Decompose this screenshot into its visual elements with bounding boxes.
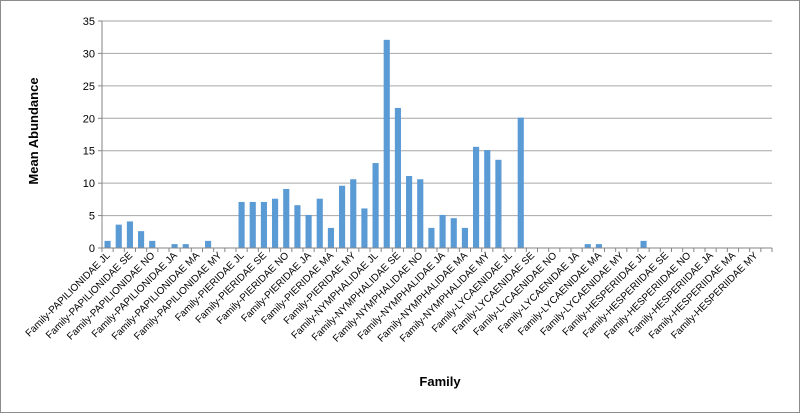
bars xyxy=(104,39,647,249)
bar xyxy=(149,240,156,248)
y-tick-label: 20 xyxy=(83,113,95,125)
axes xyxy=(101,21,773,252)
bar xyxy=(260,201,267,248)
bar xyxy=(495,159,502,248)
y-tick-label: 15 xyxy=(83,146,95,158)
y-tick-label: 35 xyxy=(83,16,95,28)
y-tick-label: 0 xyxy=(89,243,95,255)
bar xyxy=(327,227,334,248)
bar xyxy=(182,244,189,248)
bar xyxy=(428,227,435,248)
bar xyxy=(305,214,312,248)
bar xyxy=(361,208,368,248)
bar xyxy=(171,244,178,248)
bar xyxy=(238,201,245,248)
x-tick-labels: Family-PAPILIONIDAE JLFamily-PAPILIONIDA… xyxy=(24,250,761,345)
y-tick-label: 25 xyxy=(83,81,95,93)
bar xyxy=(417,179,424,248)
bar xyxy=(138,231,145,248)
bar xyxy=(126,221,133,248)
bar xyxy=(450,218,457,248)
bar xyxy=(394,107,401,248)
gridlines xyxy=(98,20,772,249)
bar xyxy=(473,146,480,248)
bar xyxy=(484,150,491,248)
bar xyxy=(640,240,647,248)
y-tick-label: 5 xyxy=(89,211,95,223)
bar xyxy=(406,176,413,248)
y-tick-labels: 0 5 10 15 20 25 30 35 xyxy=(83,16,95,255)
bar xyxy=(372,163,379,248)
bar xyxy=(439,214,446,248)
bar xyxy=(584,244,591,248)
y-tick-label: 10 xyxy=(83,178,95,190)
bar xyxy=(339,185,346,248)
y-tick-label: 30 xyxy=(83,48,95,60)
bar xyxy=(517,117,524,248)
bar xyxy=(205,240,212,248)
bar xyxy=(272,198,279,248)
bar xyxy=(316,198,323,248)
bar xyxy=(294,205,301,248)
bar xyxy=(350,179,357,248)
bar xyxy=(283,188,290,248)
x-axis-title: Family xyxy=(419,374,461,389)
y-axis-title: Mean Abundance xyxy=(26,77,41,184)
bar xyxy=(383,39,390,249)
bar xyxy=(249,201,256,248)
bar xyxy=(104,240,111,248)
bar xyxy=(115,224,122,248)
bar xyxy=(595,244,602,248)
bar xyxy=(461,227,468,248)
